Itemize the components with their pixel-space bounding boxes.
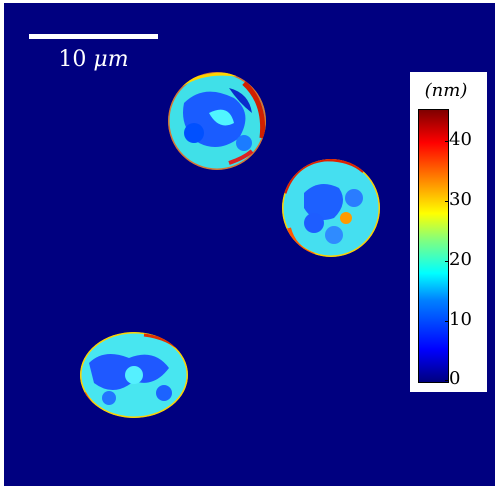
cell-top: [168, 72, 266, 170]
colorbar-tickmark: [445, 380, 449, 381]
cells-svg: [80, 72, 380, 418]
cell-bottom: [80, 332, 188, 418]
scale-bar-label: 10 μm: [29, 47, 158, 72]
scale-bar-unit: μm: [93, 47, 129, 72]
colorbar-tick-40: 40: [449, 129, 472, 150]
colorbar-tickmark: [445, 261, 449, 262]
cell-middle: [282, 159, 380, 257]
colorbar-tick-0: 0: [449, 368, 461, 389]
scale-bar: [29, 34, 158, 39]
colorbar-tick-30: 30: [449, 189, 472, 210]
colorbar: [418, 109, 449, 383]
scale-bar-value: 10: [58, 47, 87, 72]
colorbar-tickmark: [445, 201, 449, 202]
colorbar-tickmark: [445, 321, 449, 322]
colorbar-unit-label: (nm): [424, 80, 468, 101]
colorbar-tick-20: 20: [449, 249, 472, 270]
colorbar-tick-10: 10: [449, 309, 472, 330]
colorbar-tickmark: [445, 141, 449, 142]
